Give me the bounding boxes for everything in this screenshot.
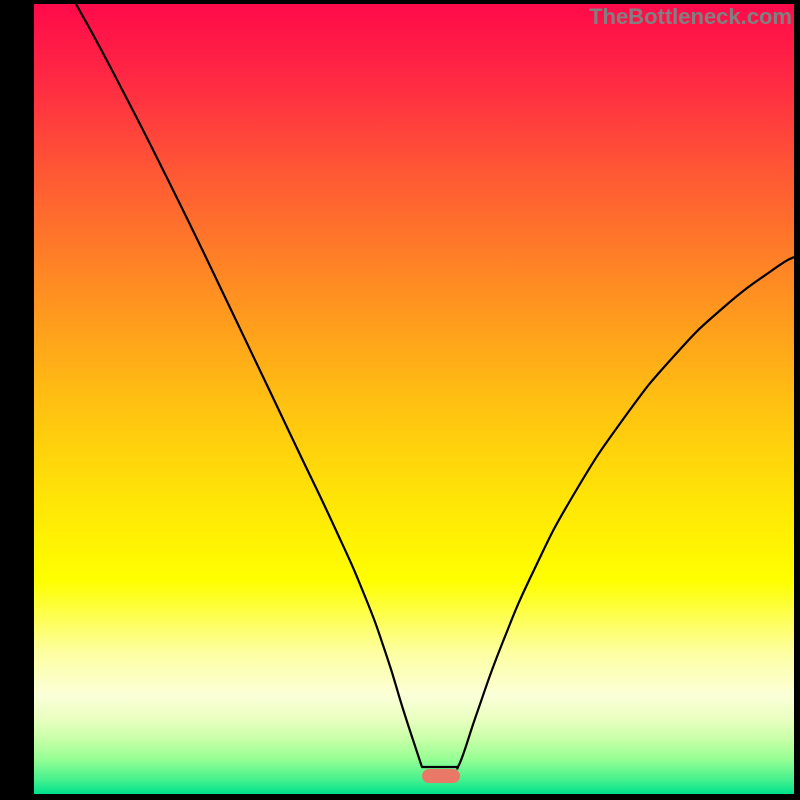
plot-area bbox=[34, 4, 794, 794]
trough-marker bbox=[422, 769, 460, 783]
chart-frame: TheBottleneck.com bbox=[0, 0, 800, 800]
bottleneck-curve bbox=[34, 4, 794, 794]
